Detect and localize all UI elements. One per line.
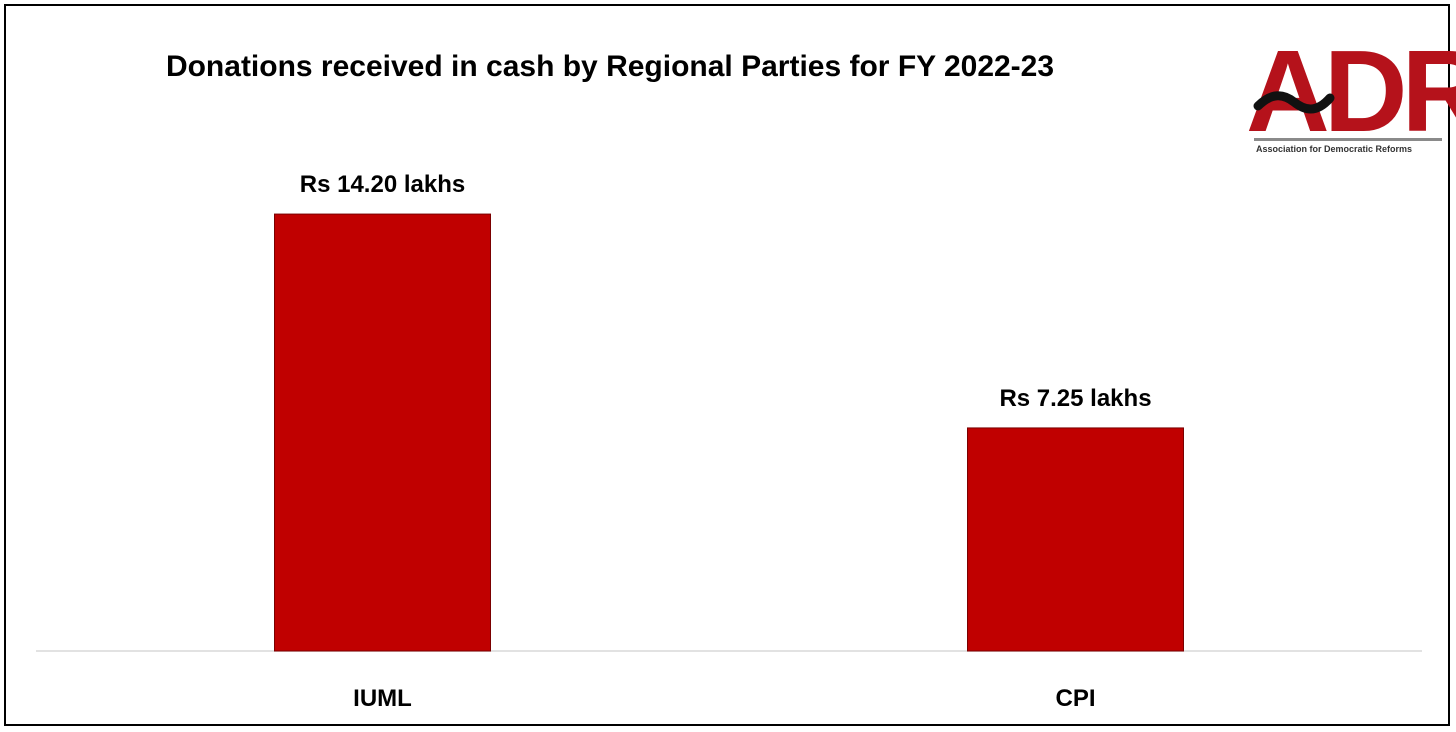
category-label-iuml: IUML (353, 685, 412, 712)
chart-title: Donations received in cash by Regional P… (166, 50, 1054, 83)
bar-iuml (274, 213, 491, 652)
category-label-cpi: CPI (1055, 685, 1095, 712)
data-labels-layer: Rs 14.20 lakhs Rs 7.25 lakhs (300, 171, 1152, 412)
adr-logo: ADR Association for Democratic Reforms (1238, 26, 1456, 164)
data-label-cpi: Rs 7.25 lakhs (999, 385, 1151, 412)
bars-layer (274, 213, 1184, 652)
chart-frame: Donations received in cash by Regional P… (4, 4, 1456, 726)
logo-underline (1254, 138, 1442, 141)
bar-chart: Donations received in cash by Regional P… (36, 50, 1422, 712)
logo-swoosh-icon (1253, 91, 1335, 114)
category-labels-layer: IUML CPI (353, 685, 1095, 712)
logo-letters: ADR (1246, 26, 1456, 156)
bar-cpi (967, 427, 1184, 652)
logo-tagline: Association for Democratic Reforms (1256, 144, 1413, 154)
data-label-iuml: Rs 14.20 lakhs (300, 171, 465, 198)
